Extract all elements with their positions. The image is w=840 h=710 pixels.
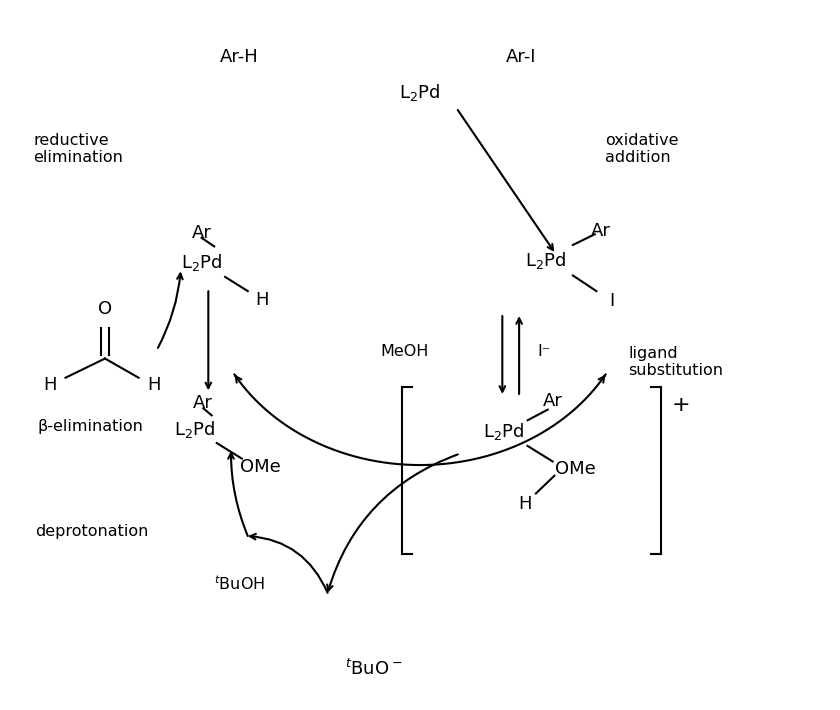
- Text: MeOH: MeOH: [380, 344, 428, 359]
- Text: $\mathregular{L_2Pd}$: $\mathregular{L_2Pd}$: [181, 252, 223, 273]
- Text: I⁻: I⁻: [538, 344, 551, 359]
- Text: O: O: [98, 300, 112, 318]
- Text: OMe: OMe: [240, 458, 281, 476]
- Text: I: I: [609, 292, 614, 310]
- Text: $\mathregular{L_2Pd}$: $\mathregular{L_2Pd}$: [174, 419, 216, 440]
- Text: $^t$BuOH: $^t$BuOH: [214, 574, 265, 593]
- Text: H: H: [518, 495, 532, 513]
- Text: Ar: Ar: [543, 392, 563, 410]
- Text: $\mathregular{L_2Pd}$: $\mathregular{L_2Pd}$: [399, 82, 441, 103]
- Text: $\mathregular{L_2Pd}$: $\mathregular{L_2Pd}$: [525, 250, 567, 271]
- Text: oxidative
addition: oxidative addition: [605, 133, 678, 165]
- Text: Ar-H: Ar-H: [220, 48, 259, 66]
- Text: +: +: [672, 395, 690, 415]
- Text: Ar-I: Ar-I: [506, 48, 536, 66]
- Text: Ar: Ar: [192, 224, 212, 242]
- Text: Ar: Ar: [193, 394, 213, 413]
- Text: $^t$BuO$^-$: $^t$BuO$^-$: [345, 659, 402, 679]
- Text: H: H: [147, 376, 160, 394]
- Text: H: H: [44, 376, 57, 394]
- Text: reductive
elimination: reductive elimination: [34, 133, 123, 165]
- Text: ligand
substitution: ligand substitution: [628, 346, 723, 378]
- Text: Ar: Ar: [591, 222, 611, 240]
- Text: H: H: [255, 290, 269, 309]
- Text: OMe: OMe: [555, 459, 596, 478]
- Text: deprotonation: deprotonation: [35, 523, 149, 539]
- Text: β-elimination: β-elimination: [38, 418, 144, 434]
- Text: $\mathregular{L_2Pd}$: $\mathregular{L_2Pd}$: [483, 421, 525, 442]
